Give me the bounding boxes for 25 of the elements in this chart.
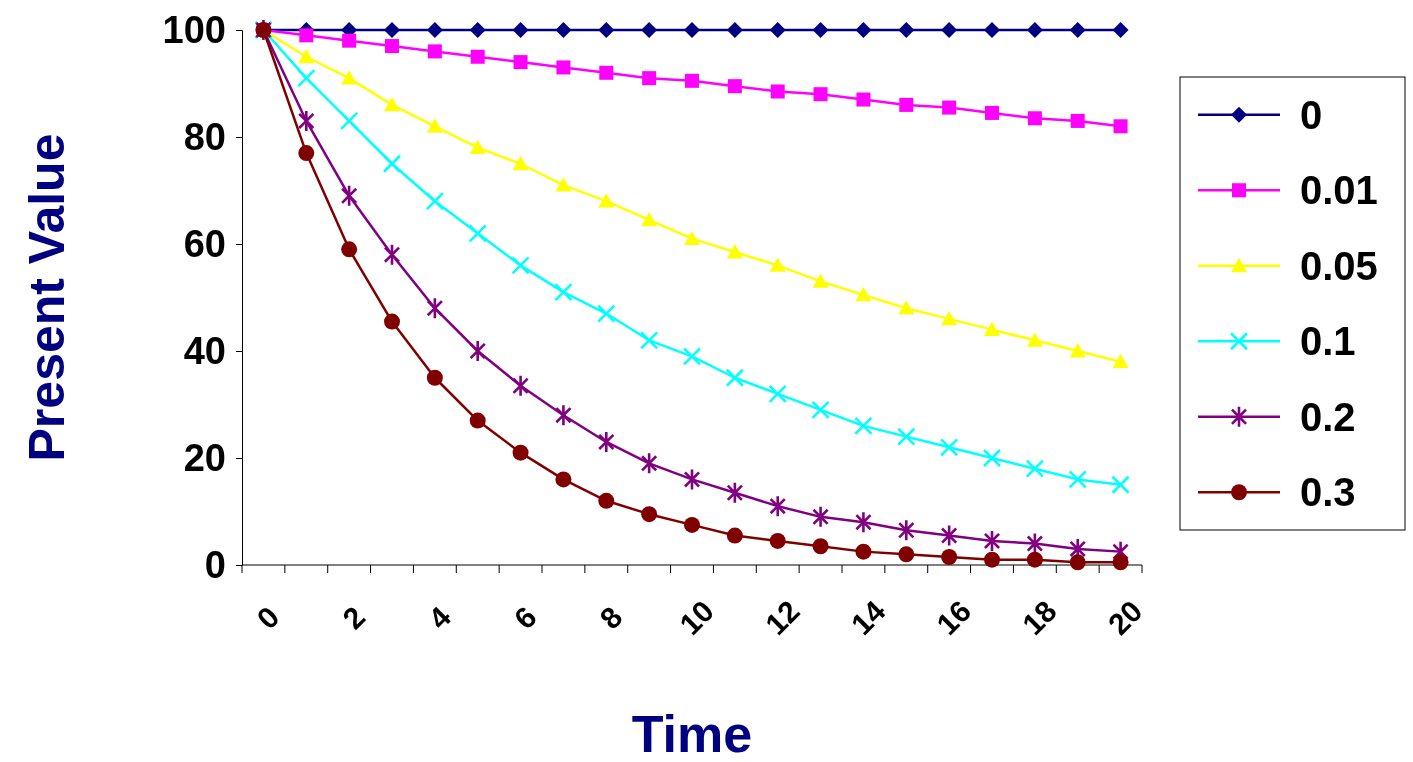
- x-tick-label: 16: [930, 594, 978, 642]
- legend-label: 0.01: [1300, 168, 1378, 213]
- x-tick-label: 8: [593, 600, 629, 636]
- y-axis-title: Present Value: [19, 133, 75, 462]
- y-tick-label: 20: [183, 436, 226, 479]
- x-tick-label: 18: [1015, 594, 1063, 642]
- y-tick-label: 40: [183, 329, 226, 372]
- x-tick-label: 4: [421, 599, 458, 636]
- x-axis-title: Time: [631, 705, 753, 762]
- legend-label: 0: [1300, 92, 1323, 137]
- x-tick-label: 14: [844, 593, 892, 642]
- x-tick-label: 20: [1101, 594, 1149, 642]
- y-tick-label: 60: [183, 222, 226, 265]
- x-tick-label: 12: [758, 594, 806, 642]
- legend-label: 0.05: [1300, 243, 1378, 288]
- legend-label: 0.1: [1300, 319, 1356, 364]
- x-tick-label: 2: [336, 600, 372, 636]
- y-tick-label: 80: [183, 115, 226, 158]
- x-tick-label: 0: [250, 600, 286, 636]
- x-tick-label: 10: [673, 594, 721, 642]
- legend-label: 0.2: [1300, 394, 1356, 439]
- x-tick-label: 6: [507, 600, 543, 636]
- y-tick-label: 100: [162, 8, 226, 51]
- y-tick-label: 0: [204, 543, 226, 586]
- legend-label: 0.3: [1300, 470, 1356, 515]
